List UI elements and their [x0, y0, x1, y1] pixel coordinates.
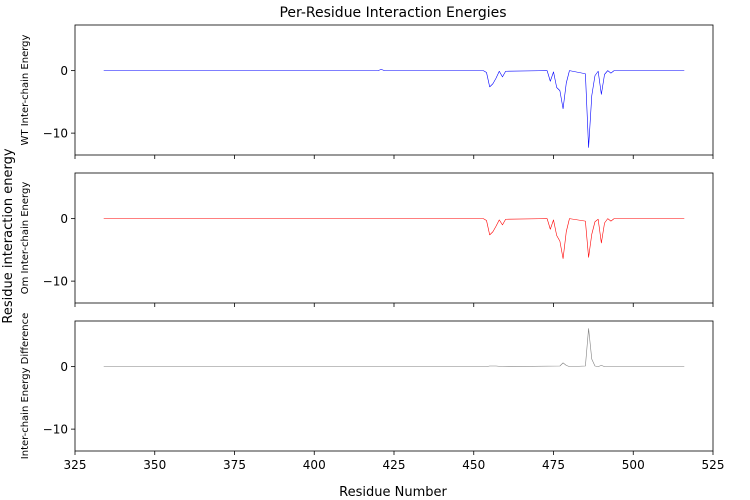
y-tick-label: 0	[60, 360, 68, 374]
axes-frame-difference	[74, 320, 714, 452]
panel-y-axis-label-om: Om Inter-chain Energy	[20, 182, 31, 295]
x-tick-label: 400	[303, 458, 326, 472]
panel-y-axis-label-wt: WT Inter-chain Energy	[20, 34, 31, 145]
series-line-om	[103, 218, 685, 259]
x-tick-label: 475	[542, 458, 565, 472]
x-tick-label: 425	[383, 458, 406, 472]
panels: 0 −10 WT Inter-chain Energy 0 −10 Om Inter-ch…	[20, 24, 724, 472]
panel-difference: 0 −10 325 350 375 400 425 450 475 500 525 Inter-cha…	[20, 313, 724, 472]
shared-y-axis-label: Residue interaction energy	[1, 148, 16, 323]
panel-om: 0 −10 Om Inter-chain Energy	[20, 172, 714, 307]
x-axis-label: Residue Number	[339, 485, 447, 500]
series-line-difference	[103, 328, 685, 367]
axes-frame-om	[74, 172, 714, 304]
y-tick-label: 0	[60, 64, 68, 78]
y-tick-label: −10	[43, 275, 68, 289]
x-tick-label: 325	[64, 458, 87, 472]
panel-wt: 0 −10 WT Inter-chain Energy	[20, 24, 714, 159]
panel-y-axis-label-difference: Inter-chain Energy Difference	[20, 313, 31, 459]
y-tick-label: 0	[60, 212, 68, 226]
x-tick-label: 350	[143, 458, 166, 472]
series-line-wt	[103, 69, 685, 148]
y-tick-label: −10	[43, 423, 68, 437]
chart-title: Per-Residue Interaction Energies	[279, 5, 506, 21]
y-tick-label: −10	[43, 127, 68, 141]
axes-frame-wt	[74, 24, 714, 156]
x-tick-label: 525	[702, 458, 725, 472]
x-tick-label: 375	[223, 458, 246, 472]
x-tick-label: 500	[622, 458, 645, 472]
x-tick-label: 450	[462, 458, 485, 472]
